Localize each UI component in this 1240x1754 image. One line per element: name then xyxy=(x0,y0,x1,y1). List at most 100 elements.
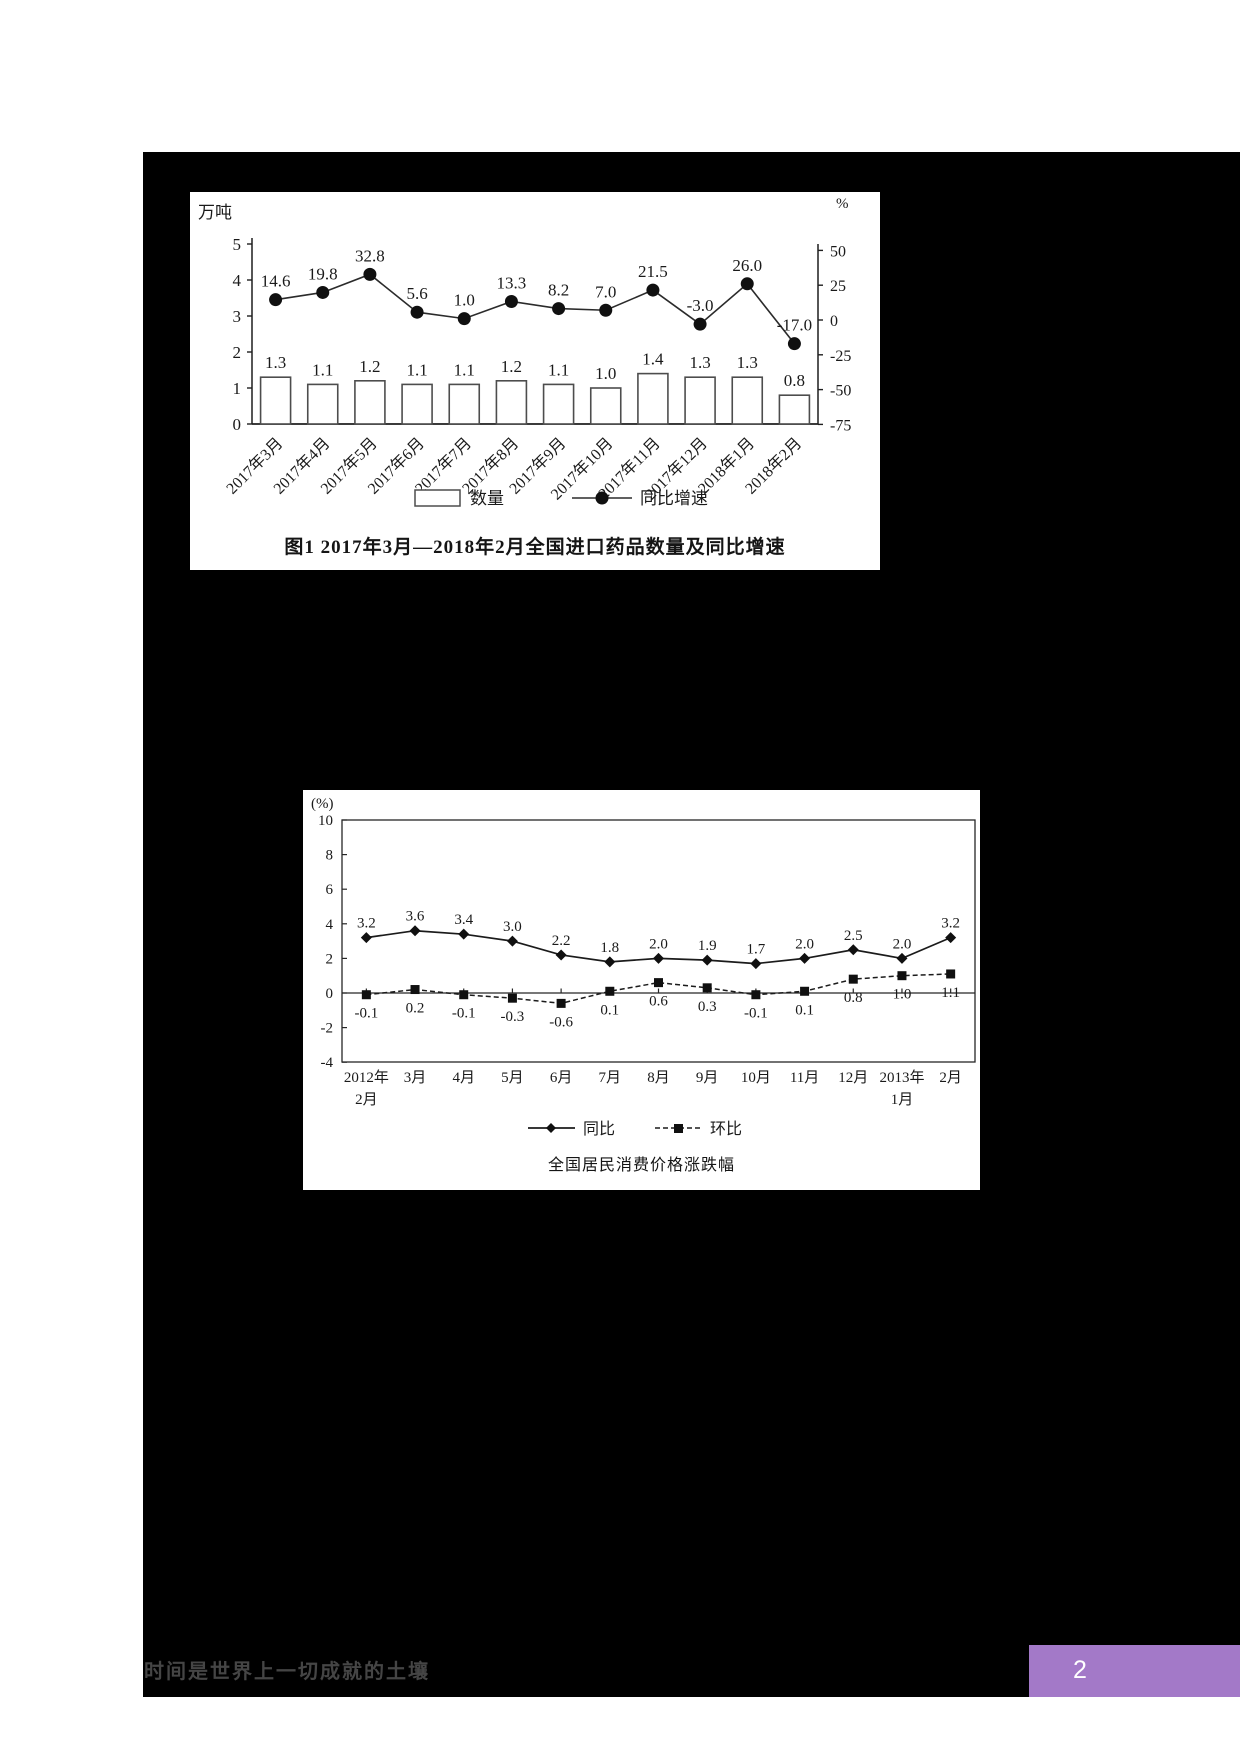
svg-text:数量: 数量 xyxy=(470,489,504,508)
page-number: 2 xyxy=(1073,1656,1087,1684)
svg-text:0.2: 0.2 xyxy=(406,1001,425,1017)
bar xyxy=(731,376,764,425)
svg-text:12月: 12月 xyxy=(838,1070,868,1086)
svg-text:2.2: 2.2 xyxy=(552,933,571,949)
data-point xyxy=(361,990,371,1000)
svg-text:-17.0: -17.0 xyxy=(777,316,812,335)
data-point xyxy=(946,969,956,979)
bar xyxy=(306,383,339,425)
bar xyxy=(259,376,292,425)
svg-text:1.0: 1.0 xyxy=(893,987,912,1003)
svg-text:50: 50 xyxy=(830,243,846,260)
svg-text:2.5: 2.5 xyxy=(844,928,863,944)
svg-text:6月: 6月 xyxy=(550,1070,573,1086)
svg-text:1.1: 1.1 xyxy=(454,360,475,379)
svg-text:1.1: 1.1 xyxy=(548,360,569,379)
legend: 同比 环比 xyxy=(528,1120,742,1138)
data-point xyxy=(409,925,421,937)
svg-text:1.3: 1.3 xyxy=(737,353,758,372)
svg-text:1.0: 1.0 xyxy=(595,364,616,383)
data-point xyxy=(556,998,566,1008)
svg-text:2013年: 2013年 xyxy=(879,1069,924,1086)
svg-text:同比: 同比 xyxy=(583,1120,615,1138)
svg-text:21.5: 21.5 xyxy=(638,262,668,281)
line-series-yoy-growth: 14.6 19.8 32.8 5.6 1.0 13.3 8.2 7.0 21.5 -3.0 26.0… xyxy=(261,246,812,351)
svg-text:3月: 3月 xyxy=(404,1070,427,1086)
svg-text:2: 2 xyxy=(326,951,334,967)
bar xyxy=(542,383,575,425)
svg-text:4: 4 xyxy=(233,271,242,290)
footer-quote: 时间是世界上一切成就的土壤 xyxy=(144,1661,430,1683)
svg-text:5: 5 xyxy=(233,235,242,254)
svg-text:7.0: 7.0 xyxy=(595,282,616,301)
svg-text:11月: 11月 xyxy=(790,1070,819,1086)
data-point xyxy=(410,305,424,319)
svg-text:19.8: 19.8 xyxy=(308,264,338,283)
svg-text:1.1: 1.1 xyxy=(312,360,333,379)
svg-text:3.2: 3.2 xyxy=(941,916,960,932)
svg-text:1.1: 1.1 xyxy=(406,360,427,379)
svg-text:1.4: 1.4 xyxy=(642,350,664,369)
data-point xyxy=(750,958,762,970)
svg-text:1: 1 xyxy=(233,379,242,398)
svg-text:13.3: 13.3 xyxy=(497,273,527,292)
data-point xyxy=(269,293,283,307)
data-point xyxy=(506,935,518,947)
svg-text:0.1: 0.1 xyxy=(795,1002,814,1018)
data-point xyxy=(360,932,372,944)
svg-text:3.2: 3.2 xyxy=(357,916,376,932)
svg-text:-25: -25 xyxy=(830,348,851,365)
data-point xyxy=(740,277,754,291)
svg-text:4月: 4月 xyxy=(452,1070,475,1086)
svg-text:-50: -50 xyxy=(830,383,851,400)
svg-text:9月: 9月 xyxy=(696,1070,719,1086)
left-axis-ticks: 5 4 3 2 1 0 xyxy=(233,235,252,434)
svg-text:0.1: 0.1 xyxy=(600,1002,619,1018)
data-point xyxy=(787,337,801,351)
svg-text:-75: -75 xyxy=(830,417,851,434)
svg-text:26.0: 26.0 xyxy=(732,256,762,275)
bar xyxy=(637,372,669,425)
y-axis-ticks: 10 8 6 4 2 0 -2 -4 xyxy=(318,813,347,1071)
right-axis-ticks: 50 25 0 -25 -50 -75 xyxy=(818,243,851,434)
bars-series-quantity: 1.3 1.1 1.2 1.1 1.1 1.2 1.1 1.0 1.4 1.3 1.3 0.8 xyxy=(259,350,811,425)
data-point xyxy=(458,928,470,940)
data-point xyxy=(363,267,377,281)
figure2-caption: 全国居民消费价格涨跌幅 xyxy=(547,1157,735,1174)
data-point xyxy=(693,317,707,331)
svg-text:-4: -4 xyxy=(321,1055,334,1071)
svg-text:1.2: 1.2 xyxy=(359,357,380,376)
data-point xyxy=(555,949,567,961)
svg-text:4: 4 xyxy=(326,917,334,933)
svg-text:0.8: 0.8 xyxy=(784,371,805,390)
svg-text:3: 3 xyxy=(233,307,242,326)
svg-text:1.1: 1.1 xyxy=(941,985,960,1001)
svg-text:0: 0 xyxy=(830,313,838,330)
data-point xyxy=(504,294,518,308)
data-point xyxy=(654,978,663,988)
month-ticks xyxy=(365,988,952,993)
svg-text:0.6: 0.6 xyxy=(649,994,668,1010)
data-point xyxy=(552,302,566,316)
svg-text:10月: 10月 xyxy=(741,1070,771,1086)
series-huanbi: -0.1 0.2 -0.1 -0.3 -0.6 0.1 0.6 0.3 -0.1 0.1 0.8 1.… xyxy=(354,969,960,1030)
svg-text:10: 10 xyxy=(318,813,333,829)
svg-text:2.0: 2.0 xyxy=(649,936,668,952)
x-axis-labels: 2012年 2月 3月 4月 5月 6月 7月 8月 9月 10月 11月 12月 2013年 1月 2月 xyxy=(344,1069,962,1108)
data-point xyxy=(599,303,613,317)
svg-text:-0.1: -0.1 xyxy=(744,1006,768,1022)
svg-text:8: 8 xyxy=(326,848,334,864)
svg-text:-2: -2 xyxy=(321,1021,334,1037)
data-point xyxy=(702,983,712,993)
svg-text:2.0: 2.0 xyxy=(893,936,912,952)
axes: (%) xyxy=(311,796,976,1063)
figure1-import-drugs-chart: 万吨% 5 4 3 2 1 0 50 25 0 -25 -50 -75 1.3 1.1 1.2 1.1 1.1 1.… xyxy=(190,192,880,570)
data-point xyxy=(410,985,420,995)
svg-text:1.7: 1.7 xyxy=(747,942,766,958)
data-point xyxy=(799,952,811,964)
svg-text:2.0: 2.0 xyxy=(795,936,814,952)
data-point xyxy=(604,956,616,968)
data-point xyxy=(847,944,859,956)
svg-text:(%): (%) xyxy=(311,796,334,812)
figure2-cpi-chart: (%) 10 8 6 4 2 0 -2 -4 3.2 3.6 3.4 3.0 2.2 1.8 2.0 1.9 1.… xyxy=(303,790,980,1190)
